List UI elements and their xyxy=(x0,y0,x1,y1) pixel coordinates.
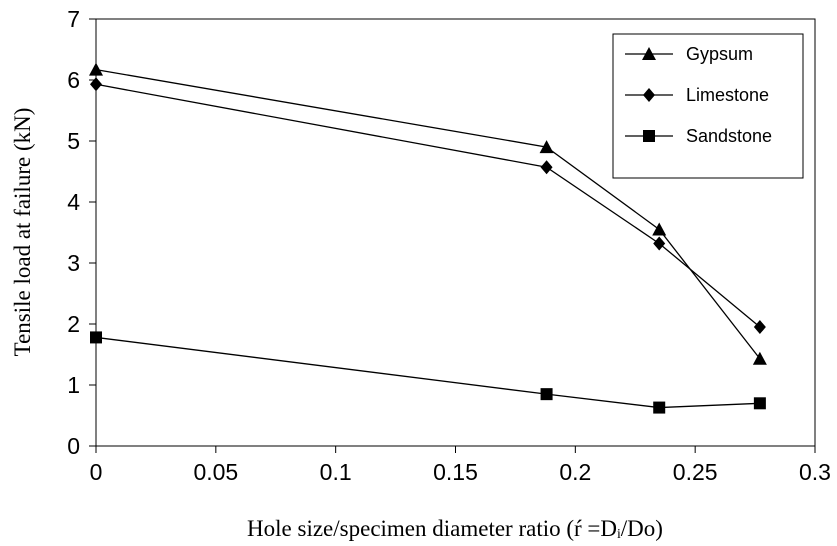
series-layer xyxy=(89,62,767,414)
x-tick-label: 0 xyxy=(90,459,103,485)
y-tick-label: 2 xyxy=(67,311,80,337)
x-tick-label: 0.25 xyxy=(673,459,718,485)
legend-label: Limestone xyxy=(686,85,769,105)
legend: Gypsum Limestone Sandstone xyxy=(612,33,804,179)
legend-marker-triangle xyxy=(642,47,656,60)
y-tick-label: 6 xyxy=(67,67,80,93)
x-tick-label: 0.2 xyxy=(559,459,591,485)
sandstone-point xyxy=(753,397,766,410)
x-axis-title: Hole size/specimen diameter ratio (ŕ =Dᵢ… xyxy=(247,516,663,541)
limestone-series xyxy=(90,77,766,335)
x-tick-label: 0.05 xyxy=(193,459,238,485)
y-tick-label: 0 xyxy=(67,433,80,459)
sandstone-point xyxy=(653,401,666,414)
sandstone-series xyxy=(90,331,766,414)
y-tick-label: 4 xyxy=(67,189,80,215)
y-tick-label: 3 xyxy=(67,250,80,276)
y-tick-label: 5 xyxy=(67,128,80,154)
gypsum-point xyxy=(652,222,667,236)
legend-item-sandstone: Sandstone xyxy=(625,126,772,146)
legend-item-gypsum: Gypsum xyxy=(625,44,753,64)
gypsum-point xyxy=(752,351,767,365)
axes: 0 0.05 0.1 0.15 0.2 0.25 0.3 0 1 2 3 4 5 6 7 xyxy=(67,6,831,485)
sandstone-point xyxy=(540,388,553,401)
y-axis-title: Tensile load at failure (kN) xyxy=(10,108,35,357)
legend-item-limestone: Limestone xyxy=(625,85,769,105)
y-tick-label: 1 xyxy=(67,372,80,398)
legend-marker-square xyxy=(643,130,655,142)
limestone-point xyxy=(653,236,666,251)
x-tick-label: 0.3 xyxy=(799,459,831,485)
sandstone-line xyxy=(95,336,760,409)
gypsum-line xyxy=(95,68,761,360)
limestone-point xyxy=(90,77,102,92)
gypsum-series xyxy=(89,62,767,365)
gypsum-point xyxy=(539,140,554,154)
limestone-point xyxy=(540,160,553,175)
legend-label: Gypsum xyxy=(686,44,753,64)
x-tick-label: 0.1 xyxy=(320,459,352,485)
legend-marker-diamond xyxy=(643,88,655,102)
gypsum-point xyxy=(89,62,103,76)
limestone-line xyxy=(95,83,761,328)
limestone-point xyxy=(753,320,766,335)
sandstone-point xyxy=(90,331,102,344)
legend-label: Sandstone xyxy=(686,126,772,146)
x-tick-label: 0.15 xyxy=(433,459,478,485)
y-tick-label: 7 xyxy=(67,6,80,32)
